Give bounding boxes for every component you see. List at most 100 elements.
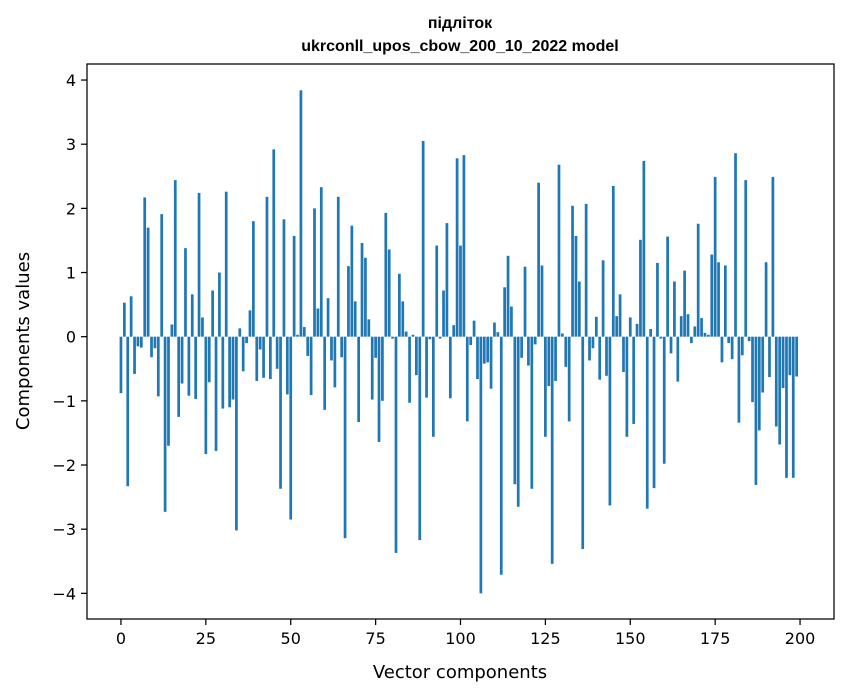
bar bbox=[431, 336, 435, 437]
bar bbox=[194, 336, 198, 399]
bar bbox=[180, 336, 184, 384]
bar bbox=[764, 262, 768, 337]
bar bbox=[408, 336, 411, 403]
bar bbox=[737, 336, 741, 423]
bar bbox=[533, 336, 537, 345]
x-tick-label: 175 bbox=[700, 629, 731, 648]
bar bbox=[275, 336, 279, 369]
bar bbox=[652, 336, 656, 489]
bar bbox=[720, 336, 724, 363]
x-tick-label: 100 bbox=[445, 629, 476, 648]
bar bbox=[489, 336, 493, 389]
bar bbox=[513, 336, 517, 485]
bar bbox=[398, 273, 401, 337]
bar bbox=[754, 336, 758, 485]
bar bbox=[309, 336, 313, 396]
bar bbox=[686, 314, 690, 337]
bar bbox=[435, 245, 439, 337]
bar bbox=[707, 334, 710, 337]
bar bbox=[771, 176, 775, 337]
bar bbox=[313, 208, 316, 337]
bar bbox=[353, 301, 357, 337]
x-tick-label: 0 bbox=[116, 629, 126, 648]
bar bbox=[635, 323, 639, 337]
bar bbox=[153, 336, 157, 349]
bar bbox=[516, 336, 520, 507]
bar bbox=[269, 336, 272, 380]
x-tick-label: 50 bbox=[281, 629, 301, 648]
x-axis-ticks: 0 25 50 75 100 125 150 175 200 bbox=[116, 619, 815, 648]
bar bbox=[442, 290, 445, 337]
bar bbox=[740, 336, 744, 356]
bar bbox=[170, 324, 174, 337]
bar bbox=[747, 336, 751, 342]
y-tick-label: 4 bbox=[66, 71, 76, 90]
bar bbox=[146, 227, 150, 337]
bar bbox=[126, 336, 130, 487]
bar bbox=[299, 90, 303, 337]
bar bbox=[122, 302, 126, 337]
bar bbox=[510, 306, 513, 337]
bar bbox=[567, 336, 571, 422]
bar bbox=[411, 334, 415, 337]
bar bbox=[605, 336, 608, 376]
bar bbox=[139, 336, 143, 348]
bar bbox=[523, 266, 527, 337]
bar bbox=[703, 332, 707, 337]
bar bbox=[785, 336, 788, 478]
bar bbox=[791, 336, 795, 478]
bar bbox=[537, 182, 540, 337]
bar bbox=[683, 270, 686, 337]
bar bbox=[374, 336, 377, 358]
bar bbox=[594, 316, 598, 337]
bar bbox=[723, 265, 727, 337]
bar bbox=[690, 336, 693, 344]
bar bbox=[459, 245, 462, 337]
bar bbox=[465, 336, 469, 422]
bar bbox=[530, 336, 534, 489]
bar bbox=[588, 336, 591, 361]
bar bbox=[415, 336, 418, 376]
bar bbox=[700, 318, 703, 337]
bar bbox=[727, 336, 731, 344]
bar bbox=[204, 336, 208, 455]
y-tick-label: −1 bbox=[52, 392, 76, 411]
bar bbox=[506, 255, 510, 337]
bar bbox=[167, 336, 170, 446]
bar bbox=[574, 235, 578, 337]
bar bbox=[598, 336, 602, 380]
x-tick-label: 25 bbox=[196, 629, 216, 648]
bar bbox=[547, 336, 551, 387]
bar bbox=[350, 225, 354, 337]
bar bbox=[717, 262, 720, 337]
bar bbox=[316, 308, 320, 337]
bar bbox=[693, 326, 697, 337]
bar bbox=[207, 336, 211, 383]
bar bbox=[214, 336, 218, 451]
bar bbox=[438, 336, 442, 339]
bar bbox=[401, 301, 405, 337]
bar bbox=[571, 205, 574, 337]
bar bbox=[757, 336, 761, 431]
bar bbox=[177, 336, 181, 417]
bar bbox=[391, 336, 394, 339]
bar bbox=[323, 336, 327, 410]
bar bbox=[224, 191, 228, 337]
bar bbox=[476, 336, 479, 380]
bar bbox=[642, 160, 646, 337]
bar bbox=[156, 336, 160, 397]
bar bbox=[550, 336, 554, 564]
bar bbox=[554, 336, 557, 381]
bar bbox=[611, 185, 615, 337]
x-tick-label: 200 bbox=[785, 629, 816, 648]
bar bbox=[119, 336, 123, 394]
bar bbox=[428, 336, 432, 340]
x-tick-label: 125 bbox=[530, 629, 561, 648]
bar bbox=[581, 336, 585, 550]
bar bbox=[262, 336, 265, 378]
bar bbox=[218, 272, 221, 337]
bar bbox=[258, 336, 262, 350]
y-axis-label: Components values bbox=[13, 252, 34, 430]
y-tick-label: 3 bbox=[66, 135, 76, 154]
